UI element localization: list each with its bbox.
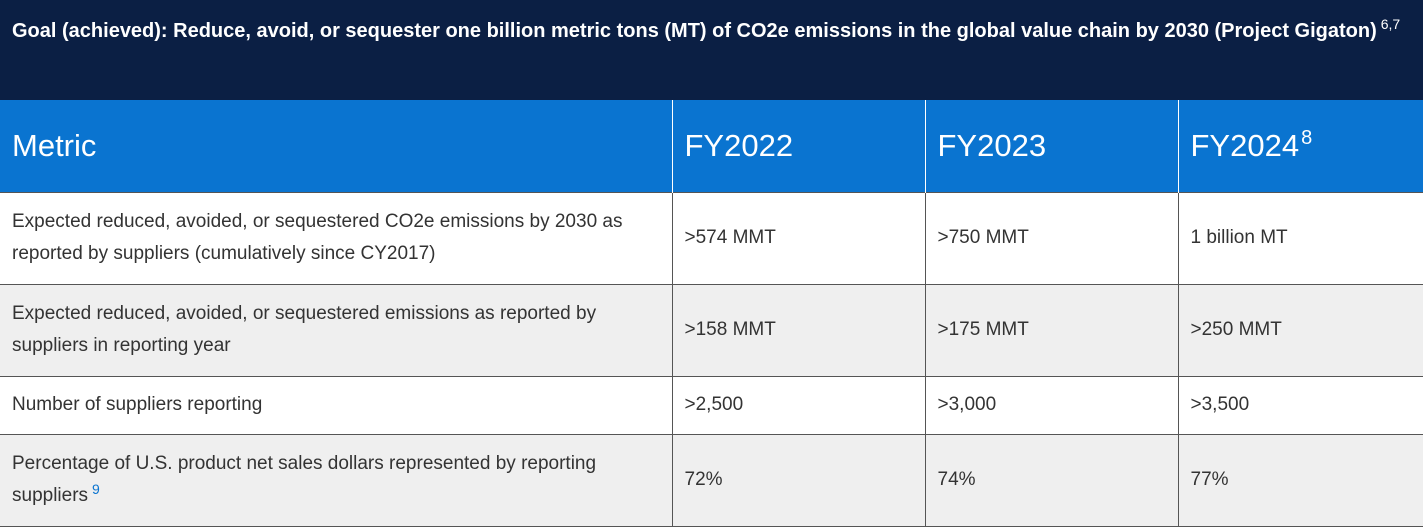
goal-title: Goal (achieved): Reduce, avoid, or seque… [12, 20, 1377, 42]
fy2022-cell: >574 MMT [671, 191, 925, 284]
fy2023-cell: >750 MMT [924, 191, 1178, 284]
metrics-table: Metric FY2022 FY2023 FY2024 8 Expected re… [0, 100, 1423, 527]
table-header-row: Metric FY2022 FY2023 FY2024 8 [0, 100, 1423, 192]
footnote-link[interactable]: 9 [92, 480, 100, 497]
header-fy2024-label: FY2024 [1190, 127, 1300, 163]
table-row: Number of suppliers reporting >2,500 >3,… [0, 375, 1423, 434]
goal-footnote: 6,7 [1380, 16, 1401, 33]
metric-text: Percentage of U.S. product net sales dol… [12, 453, 597, 506]
header-fy2024-footnote: 8 [1301, 127, 1313, 150]
header-fy2022: FY2022 [671, 100, 925, 192]
fy2023-cell: 74% [924, 433, 1178, 527]
fy2023-cell: >175 MMT [924, 283, 1178, 376]
table-row: Percentage of U.S. product net sales dol… [0, 433, 1423, 527]
header-fy2023: FY2023 [924, 100, 1178, 192]
metric-cell: Expected reduced, avoided, or sequestere… [0, 283, 672, 376]
fy2024-cell: >3,500 [1177, 375, 1423, 434]
header-metric: Metric [0, 100, 672, 192]
metric-cell: Expected reduced, avoided, or sequestere… [0, 191, 672, 284]
metric-cell: Percentage of U.S. product net sales dol… [0, 433, 672, 527]
fy2024-cell: 77% [1177, 433, 1423, 527]
goal-banner: Goal (achieved): Reduce, avoid, or seque… [0, 0, 1423, 100]
fy2023-cell: >3,000 [924, 375, 1178, 434]
table-row: Expected reduced, avoided, or sequestere… [0, 191, 1423, 284]
fy2024-cell: >250 MMT [1177, 283, 1423, 376]
header-fy2024: FY2024 8 [1177, 100, 1423, 192]
table-row: Expected reduced, avoided, or sequestere… [0, 283, 1423, 376]
fy2022-cell: 72% [671, 433, 925, 527]
fy2024-cell: 1 billion MT [1177, 191, 1423, 284]
fy2022-cell: >158 MMT [671, 283, 925, 376]
metric-cell: Number of suppliers reporting [0, 375, 672, 434]
fy2022-cell: >2,500 [671, 375, 925, 434]
